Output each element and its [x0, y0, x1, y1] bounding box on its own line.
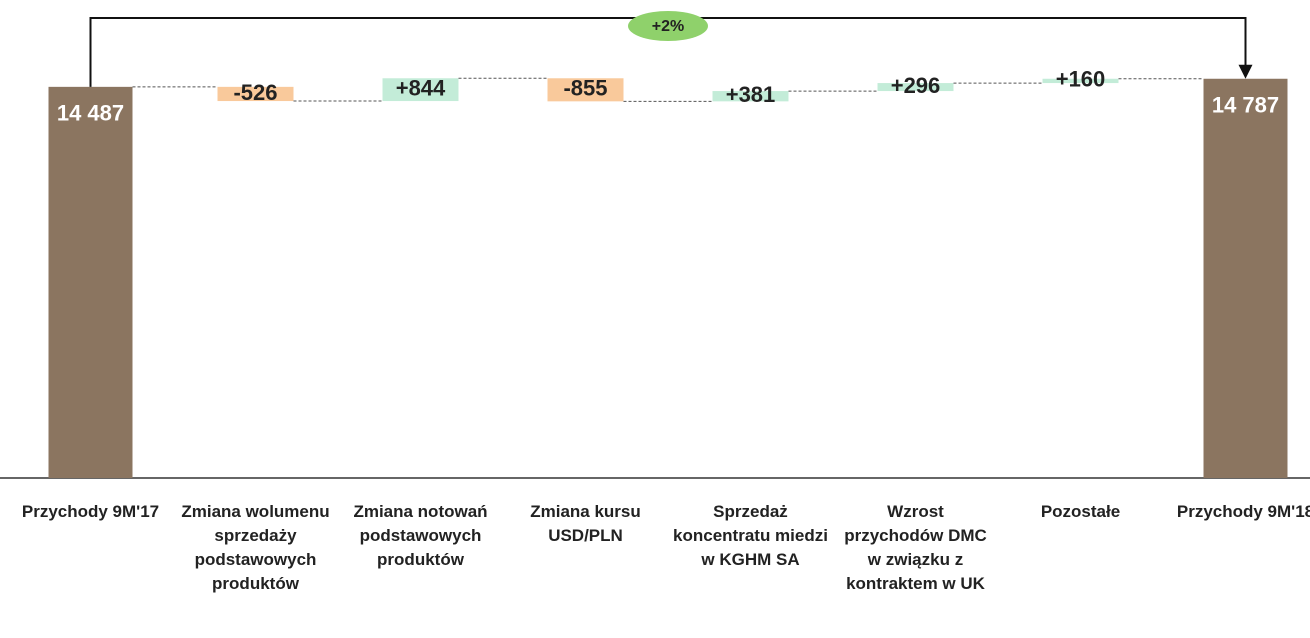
bar [547, 78, 624, 102]
bar [48, 86, 133, 478]
value-label: +381 [726, 82, 776, 107]
arrow-head [1238, 64, 1253, 79]
x-tick-label: Zmiana kursu USD/PLN [530, 502, 641, 545]
x-tick-label: Zmiana notowań podstawowych produktów [353, 502, 488, 569]
bar [877, 83, 954, 92]
annotation-badge [628, 11, 708, 41]
value-label: -526 [233, 80, 277, 105]
value-label: +160 [1056, 67, 1106, 92]
value-label: -855 [563, 76, 607, 101]
bar [1203, 78, 1288, 478]
value-label: +296 [891, 73, 941, 98]
bar [712, 91, 789, 102]
annotation: +2% [652, 18, 684, 35]
value-label: +844 [396, 75, 446, 100]
x-tick-label: Przychody 9M'17 [21, 502, 160, 521]
bar [1042, 78, 1119, 84]
x-tick-label: Przychody 9M'18 [1176, 502, 1310, 521]
bar [217, 86, 294, 102]
value-label: 14 787 [1212, 93, 1279, 118]
x-tick-label: Pozostałe [1040, 502, 1121, 521]
x-tick-label: Sprzedaż koncentratu miedzi w KGHM SA [673, 502, 828, 569]
value-label: 14 487 [57, 101, 124, 126]
bar [382, 78, 459, 102]
x-tick-label: Zmiana wolumenu sprzedaży podstawowych p… [181, 502, 330, 593]
x-tick-label: Wzrost przychodów DMC w związku z kontra… [844, 502, 987, 593]
